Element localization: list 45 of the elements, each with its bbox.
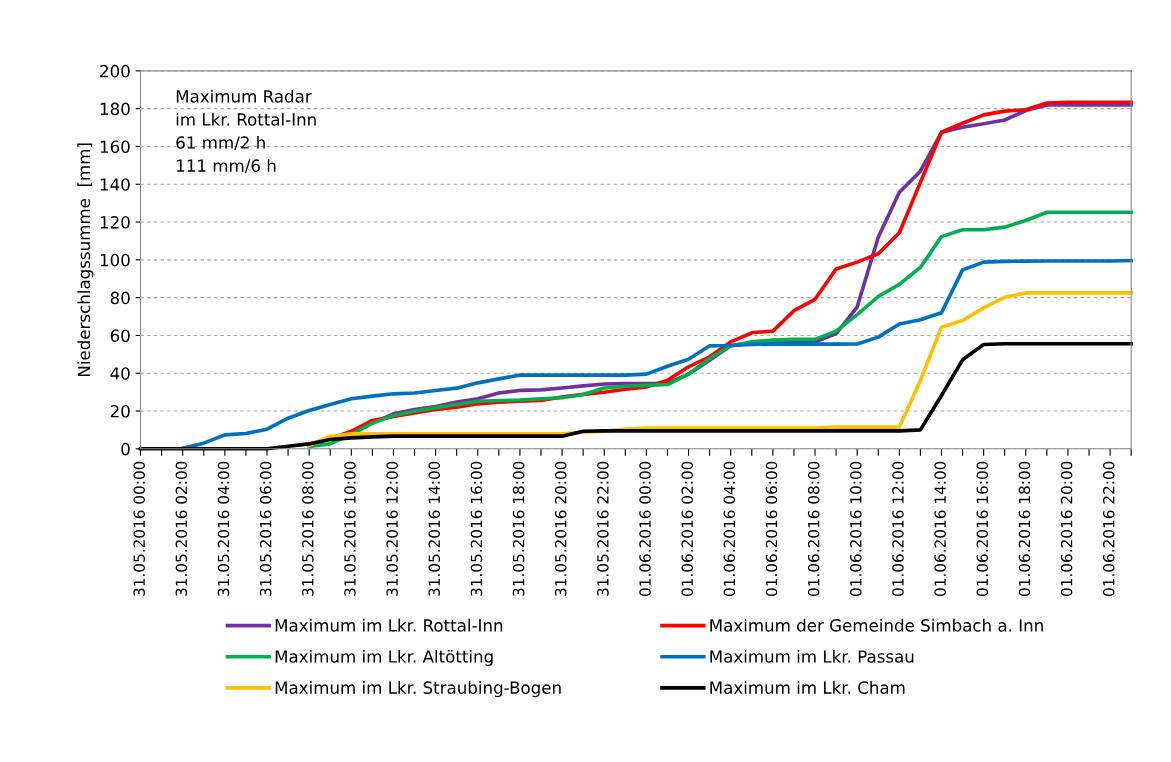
x-tick-label: 31.05.2016 08:00: [302, 461, 314, 596]
x-tick-label: 01.06.2016 00:00: [639, 461, 651, 596]
line-series: [307, 210, 1133, 449]
x-tick-label: 31.05.2016 20:00: [554, 461, 567, 596]
x-tick-label: 01.06.2016 12:00: [892, 461, 904, 596]
legend-label: Maximum im Lkr. Straubing-Bogen: [275, 681, 561, 698]
x-tick-label: 31.05.2016 02:00: [175, 461, 188, 596]
legend-label: Maximum im Lkr. Altötting: [275, 649, 493, 667]
x-tick-label: 31.05.2016 00:00: [133, 461, 145, 596]
x-tick-label: 31.05.2016 10:00: [344, 461, 356, 596]
x-tick-label: 31.05.2016 18:00: [512, 461, 525, 596]
y-tick-label: 200: [100, 64, 130, 78]
x-tick-label: 01.06.2016 10:00: [850, 461, 862, 596]
x-tick-label: 31.05.2016 22:00: [597, 461, 609, 596]
x-tick-label: 31.05.2016 16:00: [470, 461, 483, 596]
y-axis-title: Niederschlagssumme [mm]: [77, 143, 94, 376]
x-tick-label: 31.05.2016 04:00: [217, 461, 230, 596]
x-tick-label: 01.06.2016 04:00: [723, 461, 736, 596]
x-tick-label: 01.06.2016 22:00: [1102, 461, 1115, 596]
legend-label: Maximum im Lkr. Cham: [710, 681, 905, 694]
x-tick-label: 31.05.2016 06:00: [259, 461, 272, 596]
x-tick-label: 01.06.2016 14:00: [934, 461, 946, 596]
x-tick-label: 31.05.2016 12:00: [386, 461, 398, 596]
x-tick-label: 01.06.2016 02:00: [681, 461, 693, 596]
y-tick-label: 0: [121, 442, 130, 456]
y-tick-label: 40: [110, 367, 130, 380]
y-tick-label: 20: [110, 404, 130, 418]
x-tick-label: 31.05.2016 14:00: [428, 461, 441, 596]
y-tick-label: 160: [100, 140, 130, 154]
x-tick-label: 01.06.2016 08:00: [807, 461, 820, 596]
x-tick-label: 01.06.2016 18:00: [1018, 461, 1031, 596]
y-tick-label: 100: [100, 253, 130, 267]
y-tick-label: 60: [110, 329, 130, 342]
line-series: [307, 291, 1133, 448]
y-tick-label: 140: [100, 178, 130, 191]
y-tick-label: 120: [100, 216, 130, 229]
annotation: Maximum Radar im Lkr. Rottal-Inn 61 mm/2 h 111 mm/6 h: [176, 89, 316, 174]
x-tick-label: 01.06.2016 16:00: [976, 461, 989, 596]
legend-label: Maximum im Lkr. Rottal-Inn: [275, 618, 503, 632]
x-tick-label: 01.06.2016 06:00: [765, 461, 778, 596]
y-tick-label: 180: [100, 102, 130, 116]
y-tick-label: 80: [110, 291, 130, 305]
legend-label: Maximum der Gemeinde Simbach a. Inn: [710, 618, 1043, 632]
x-tick-label: 01.06.2016 20:00: [1060, 461, 1073, 596]
legend-label: Maximum im Lkr. Passau: [710, 649, 914, 663]
